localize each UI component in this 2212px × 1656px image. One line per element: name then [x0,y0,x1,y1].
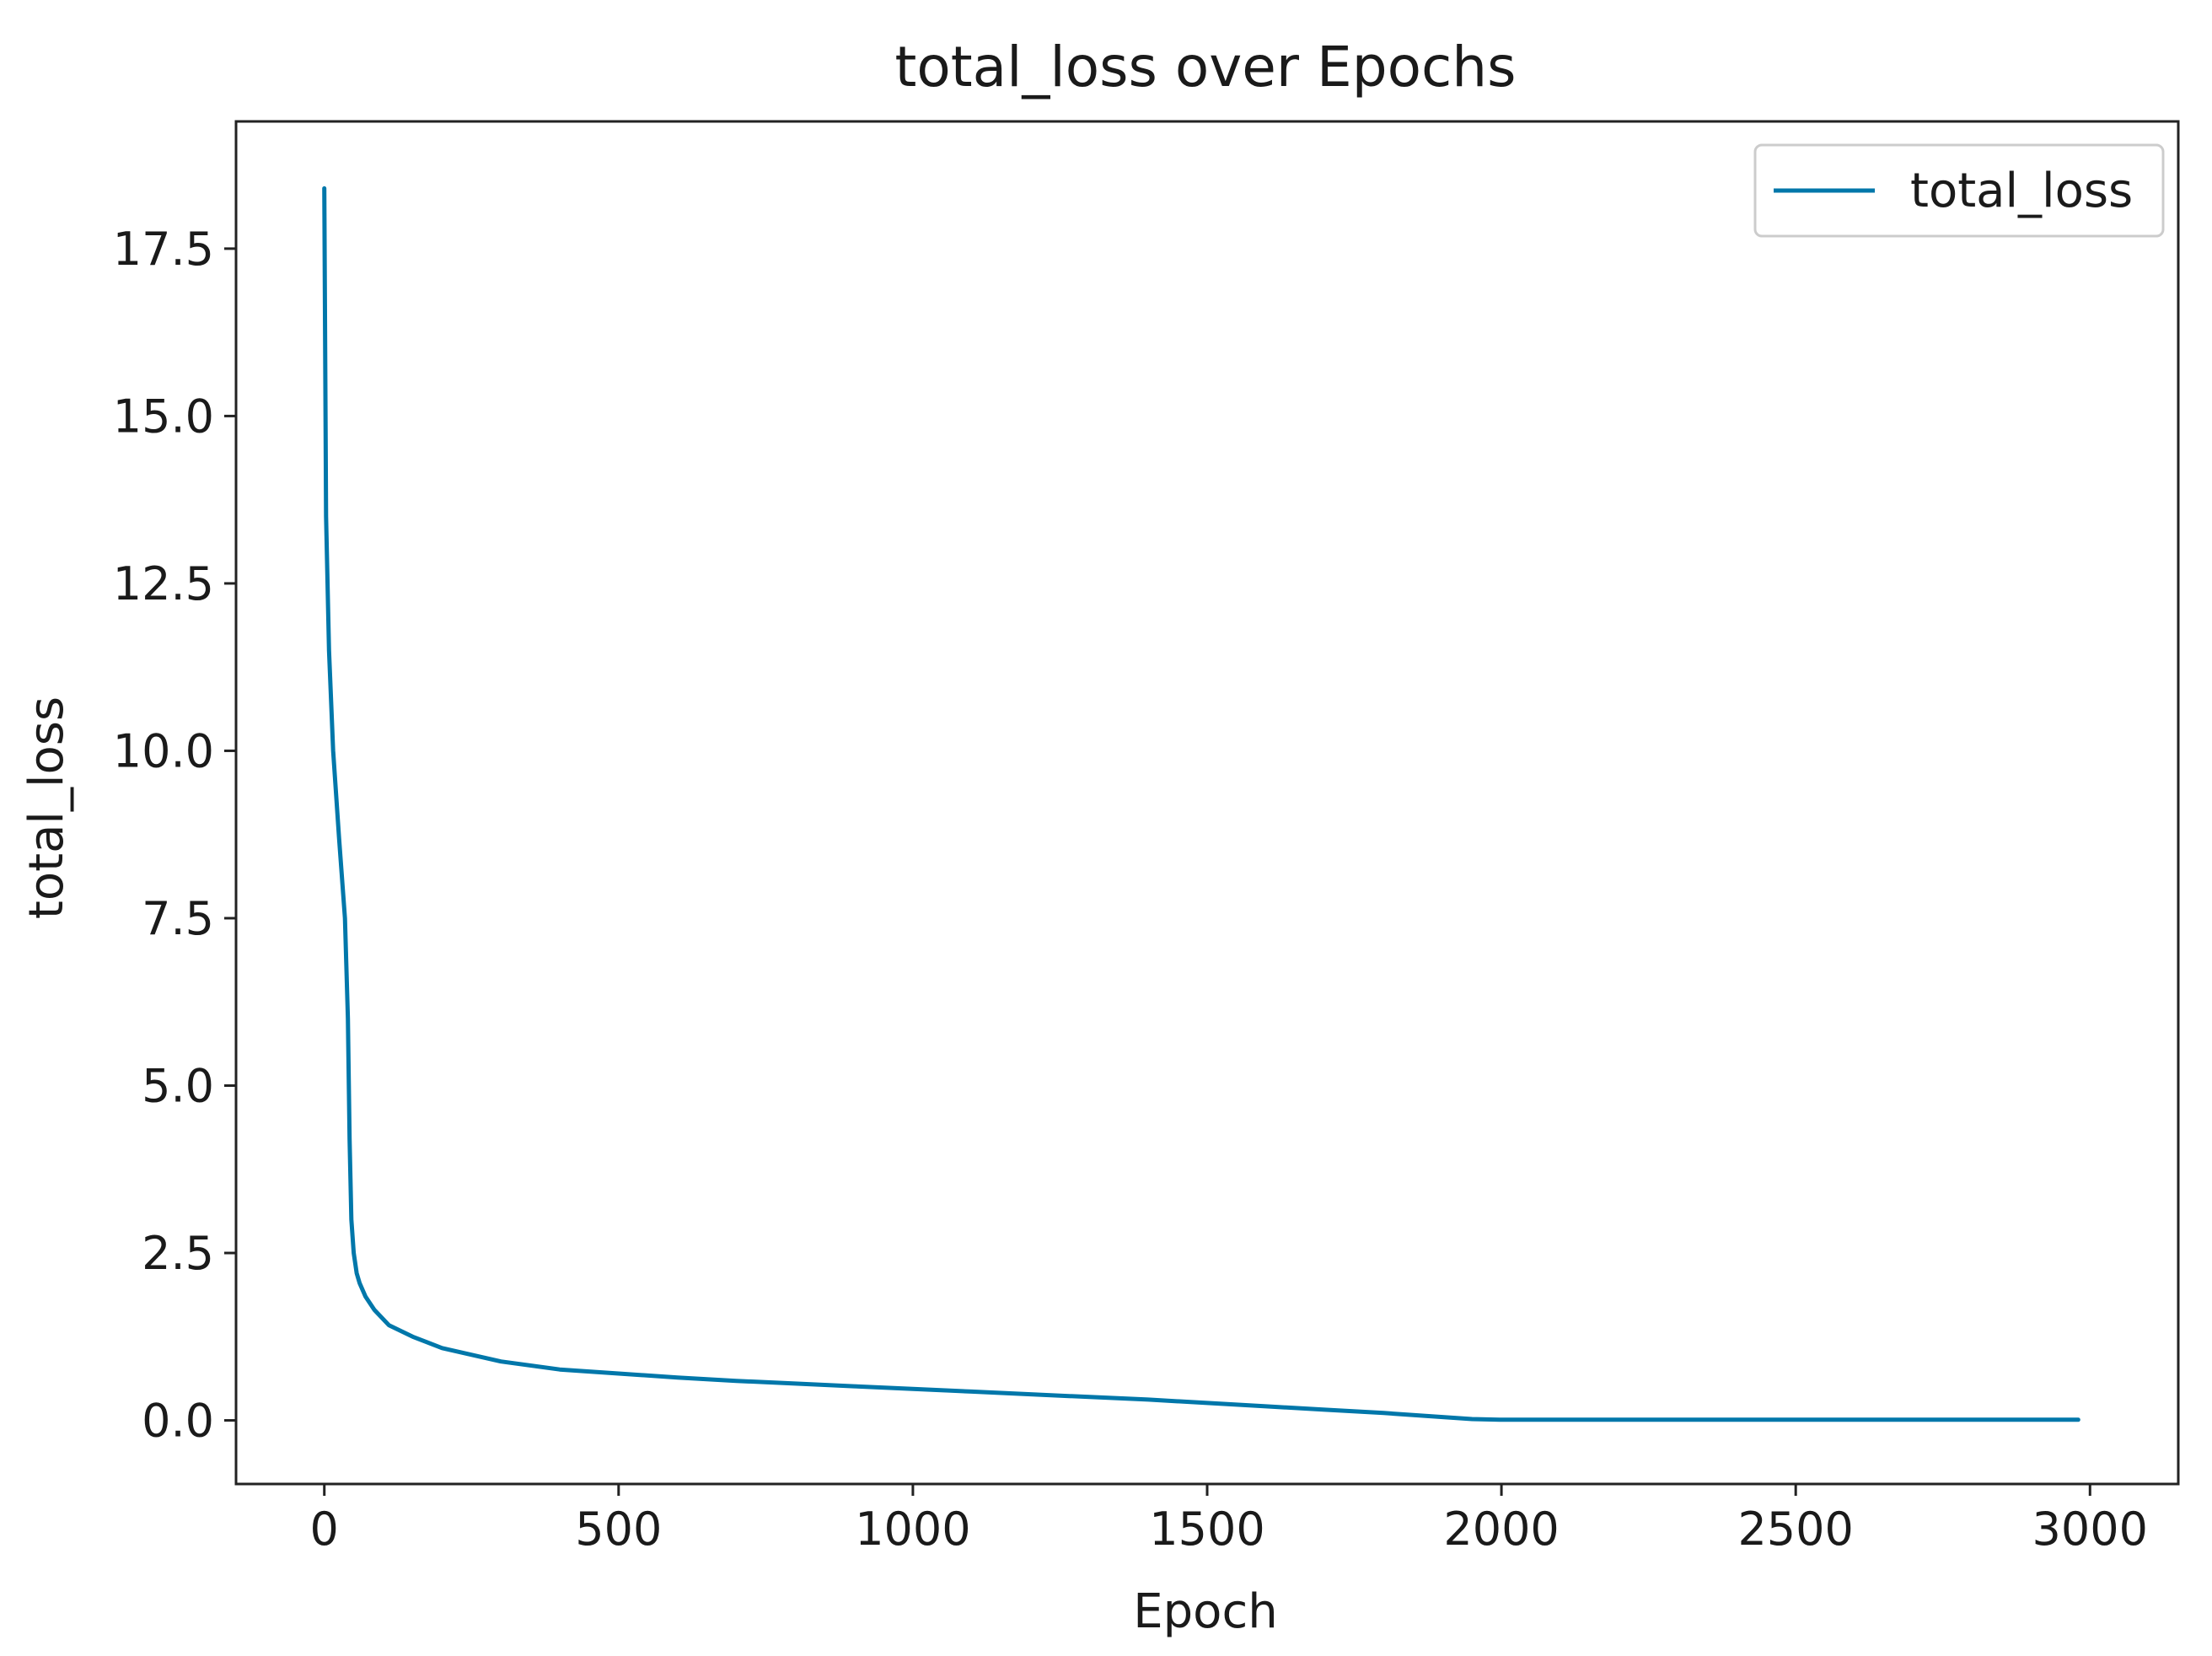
x-tick-label: 1500 [1149,1503,1264,1556]
plot-area: 0 500 1000 1500 2000 2500 3000 0.0 2.5 5.0 7.5 10.0… [113,120,2180,1556]
x-tick-label: 3000 [2032,1503,2148,1556]
x-tick-label: 1000 [855,1503,970,1556]
y-axis-label: total_loss [19,696,74,919]
y-tick-label: 12.5 [113,557,214,610]
y-tick-label: 5.0 [142,1060,214,1113]
y-tick-label: 15.0 [113,390,214,443]
legend: total_loss [1753,143,2165,238]
y-tick-label: 10.0 [113,724,214,777]
y-tick-label: 17.5 [113,223,214,276]
y-tick-label: 7.5 [142,892,214,945]
x-tick-label: 2000 [1443,1503,1559,1556]
series-line-total-loss [322,185,2080,1422]
x-tick-label: 500 [575,1503,662,1556]
legend-label: total_loss [1910,164,2133,218]
y-tick-label: 2.5 [142,1227,214,1280]
y-tick-label: 0.0 [142,1395,214,1448]
x-axis-label: Epoch [1133,1584,1277,1639]
x-tick-label: 2500 [1737,1503,1853,1556]
legend-box [1753,143,2165,238]
chart-title: total_loss over Epochs [894,35,1516,99]
x-tick-label: 0 [310,1503,339,1556]
